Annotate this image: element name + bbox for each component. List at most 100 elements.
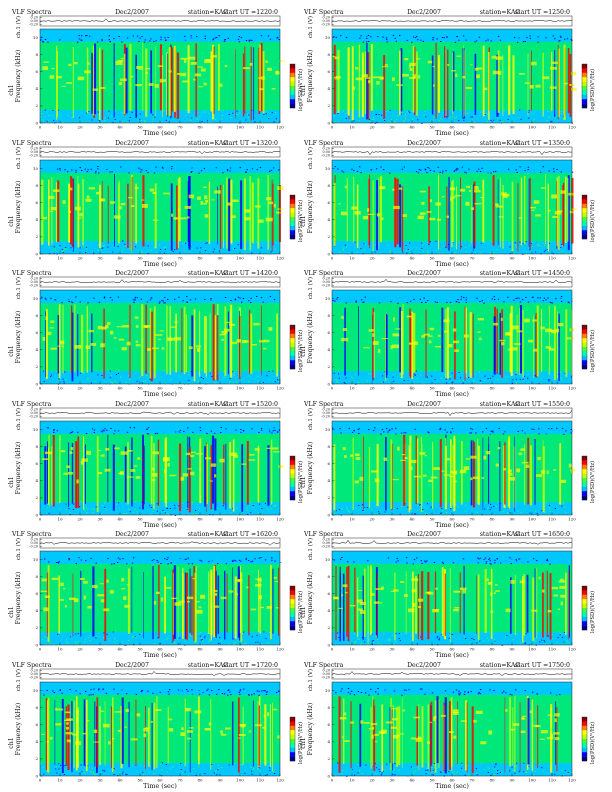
spectrogram-image [40,290,281,385]
colorbar-label: log(PSD)(V²/Hz) [297,460,304,502]
x-tick-label: 50 [137,386,143,391]
x-tick-label: 50 [429,516,435,521]
channel-tick-label: 0.00 [322,672,330,676]
colorbar-label: log(PSD)(V²/Hz) [297,69,304,111]
panel-date: Dec2/2007 [407,401,441,408]
x-tick-label: 110 [548,777,556,782]
channel-tick-label: -0.20 [29,414,38,418]
channel-axis-label: ch.1 (V) [15,538,22,560]
x-tick-label: 70 [177,777,183,782]
y-tick-label: 6 [35,722,38,727]
panel-station: station=KAG [480,270,521,277]
x-tick-label: 60 [449,516,455,521]
y-tick-label: 6 [35,200,38,205]
x-tick-label: 120 [276,516,284,521]
y-tick-label: 4 [35,86,38,91]
channel-tick-label: 0.20 [322,146,330,150]
panel-start-ut: start UT =1320:0 [223,140,278,147]
x-tick-label: 60 [157,255,163,260]
x-tick-label: 20 [77,255,83,260]
x-tick-label: 40 [117,125,123,130]
y-axis-label: Frequency (kHz) [15,180,22,233]
x-tick-label: 40 [409,255,415,260]
y-tick-label: 10 [33,426,39,431]
x-tick-label: 100 [528,647,536,652]
panel-start-ut: start UT =1450:0 [515,270,570,277]
channel-axis-label: ch.1 (V) [307,277,314,299]
channel-tick-label: -0.20 [321,414,330,418]
x-tick-label: 30 [389,777,395,782]
x-tick-label: 80 [197,647,203,652]
panel-start-ut: start UT =1620:0 [223,531,278,538]
x-tick-label: 110 [548,516,556,521]
channel-tick-label: 0.00 [322,280,330,284]
y-axis-prefix: ch1 [300,737,307,748]
y-axis-prefix: ch1 [300,84,307,95]
y-tick-label: 2 [327,103,330,108]
channel-tick-label: 0.20 [30,538,38,542]
x-tick-label: 30 [97,647,103,652]
x-tick-label: 110 [256,647,264,652]
x-tick-label: 0 [39,386,42,391]
panel-start-ut: start UT =1250:0 [515,9,570,16]
x-tick-label: 120 [568,516,576,521]
channel-axis-label: ch.1 (V) [15,146,22,168]
panel-date: Dec2/2007 [115,140,149,147]
x-tick-label: 10 [349,777,355,782]
x-tick-label: 100 [528,386,536,391]
y-tick-label: 10 [325,687,331,692]
channel-tick-label: 0.20 [30,16,38,20]
panel-date: Dec2/2007 [407,662,441,669]
x-tick-label: 50 [137,516,143,521]
channel-tick-label: 0.20 [322,668,330,672]
channel-tick-label: -0.20 [321,545,330,549]
x-tick-label: 110 [548,647,556,652]
x-tick-label: 90 [509,647,515,652]
x-tick-label: 60 [157,647,163,652]
y-tick-label: 4 [35,478,38,483]
channel-trace-frame [39,668,281,679]
x-tick-label: 120 [568,255,576,260]
channel-trace [331,539,573,545]
x-tick-label: 10 [349,125,355,130]
panel-title: VLF Spectra [11,140,52,147]
y-tick-label: 4 [327,347,330,352]
channel-trace [39,279,281,283]
y-tick-label: 0 [327,642,330,647]
colorbar-label: log(PSD)(V²/Hz) [589,69,596,111]
x-tick-label: 70 [469,516,475,521]
x-tick-label: 20 [77,647,83,652]
x-tick-label: 20 [369,125,375,130]
x-axis-label: Time (sec) [435,260,469,267]
channel-axis-label: ch.1 (V) [307,16,314,38]
y-tick-label: 6 [327,722,330,727]
y-tick-label: 0 [327,251,330,256]
x-tick-label: 40 [117,647,123,652]
panel-date: Dec2/2007 [115,270,149,277]
x-tick-label: 120 [276,255,284,260]
x-tick-label: 120 [276,125,284,130]
y-tick-label: 8 [35,443,38,448]
y-tick-label: 10 [33,557,39,562]
y-tick-label: 0 [327,512,330,517]
x-axis-label: Time (sec) [143,260,177,267]
x-tick-label: 70 [469,386,475,391]
y-tick-label: 10 [33,296,39,301]
x-tick-label: 60 [157,125,163,130]
y-axis-label: Frequency (kHz) [15,441,22,494]
x-tick-label: 20 [77,777,83,782]
x-tick-label: 70 [469,777,475,782]
x-tick-label: 110 [256,777,264,782]
x-tick-label: 0 [331,255,334,260]
x-tick-label: 0 [331,125,334,130]
colorbar [581,194,588,239]
x-tick-label: 90 [509,386,515,391]
y-tick-label: 4 [35,608,38,613]
channel-trace [331,150,573,155]
x-tick-label: 70 [177,255,183,260]
y-tick-label: 8 [327,443,330,448]
x-tick-label: 40 [409,386,415,391]
x-tick-label: 100 [236,516,244,521]
channel-tick-label: 0.00 [30,19,38,23]
